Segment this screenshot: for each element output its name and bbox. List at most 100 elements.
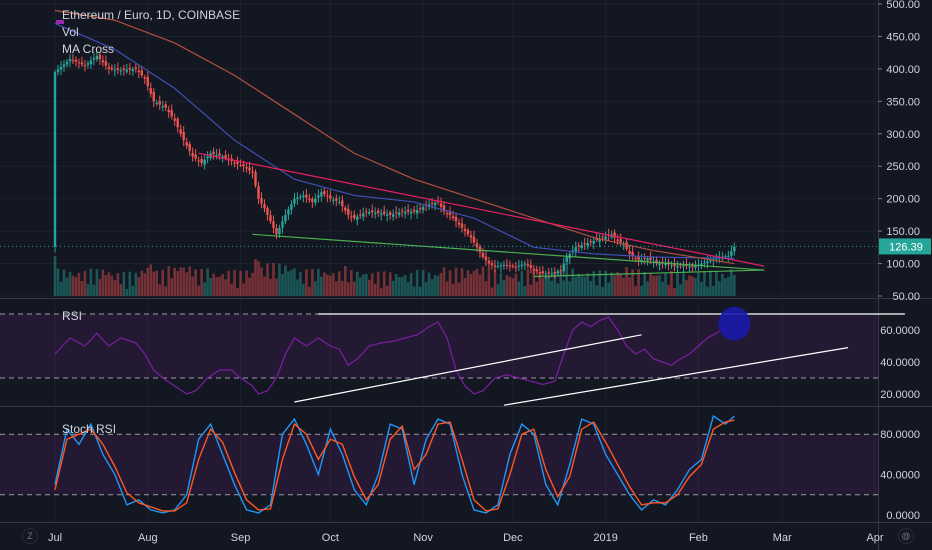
stoch-rsi-pane-label[interactable]: Stoch RSI <box>62 422 117 436</box>
volume-bar <box>260 267 263 296</box>
candle-body <box>332 199 335 201</box>
candle-body <box>562 263 565 272</box>
volume-bar <box>391 280 395 296</box>
candle-body <box>137 70 140 73</box>
candle-body <box>442 205 446 212</box>
candle-body <box>484 256 488 261</box>
volume-bar <box>269 278 272 296</box>
volume-bar <box>206 268 209 296</box>
volume-bar <box>418 286 422 296</box>
candle-body <box>703 262 706 264</box>
volume-bar <box>376 271 380 296</box>
candle-body <box>406 209 410 212</box>
candle-body <box>547 272 550 274</box>
candle-body <box>260 198 263 204</box>
candle-body <box>664 263 667 266</box>
candle-body <box>529 265 533 268</box>
volume-bar <box>448 270 452 296</box>
candle-body <box>383 211 386 214</box>
candle-body <box>116 68 120 70</box>
volume-bar <box>538 272 542 296</box>
volume-bar <box>622 277 625 296</box>
candle-body <box>658 263 661 266</box>
volume-bar <box>343 266 347 296</box>
volume-bar <box>239 270 242 296</box>
volume-bar <box>424 282 428 296</box>
x-tick-label: 2019 <box>593 532 617 544</box>
volume-bar <box>116 273 120 296</box>
candle-body <box>475 243 479 248</box>
candle-body <box>517 265 521 267</box>
volume-bar <box>194 269 197 296</box>
volume-bar <box>484 281 488 296</box>
chart-title[interactable]: Ethereum / Euro, 1D, COINBASE <box>62 8 241 22</box>
volume-bar <box>212 273 215 296</box>
volume-bar <box>152 271 156 296</box>
trendline <box>533 269 765 278</box>
indicator-vol[interactable]: Vol <box>62 25 79 39</box>
candle-body <box>53 72 57 247</box>
candle-body <box>574 247 577 253</box>
volume-bar <box>149 264 153 296</box>
candle-body <box>412 209 416 212</box>
candle-body <box>490 263 494 266</box>
candle-body <box>257 186 260 199</box>
volume-bar <box>290 269 293 296</box>
candle-body <box>628 250 631 254</box>
volume-bar <box>107 272 111 296</box>
candle-body <box>700 263 703 266</box>
volume-bar <box>655 275 658 296</box>
volume-bar <box>667 284 670 296</box>
indicator-ma-cross[interactable]: MA Cross <box>62 42 115 56</box>
volume-bar <box>610 272 613 296</box>
volume-bar <box>466 270 470 296</box>
candle-body <box>176 118 179 128</box>
y-tick-label: 100.00 <box>886 259 920 271</box>
volume-bar <box>349 270 353 296</box>
candle-body <box>344 207 347 211</box>
candle-body <box>655 260 658 264</box>
volume-bar <box>457 282 461 296</box>
candle-body <box>182 131 185 141</box>
candle-body <box>218 153 221 156</box>
zoom-button[interactable]: Z <box>22 528 38 544</box>
volume-bar <box>311 269 314 296</box>
candle-body <box>113 69 117 71</box>
candle-body <box>646 258 649 261</box>
candle-body <box>191 152 194 157</box>
y-tick-label: 350.00 <box>886 96 920 108</box>
volume-bar <box>158 284 162 296</box>
settings-button[interactable]: @ <box>898 528 914 544</box>
candle-body <box>173 118 176 121</box>
candle-body <box>598 238 601 242</box>
volume-bar <box>637 269 640 296</box>
candle-body <box>284 214 287 222</box>
volume-bar <box>113 280 117 296</box>
candle-body <box>233 162 236 164</box>
candle-body <box>350 216 353 218</box>
volume-bar <box>95 269 99 296</box>
candle-body <box>544 273 548 275</box>
candle-body <box>481 252 485 258</box>
candle-body <box>104 61 108 66</box>
volume-bar <box>442 267 446 296</box>
volume-bar <box>323 272 326 296</box>
volume-bar <box>481 266 485 296</box>
candle-body <box>158 101 161 105</box>
candle-body <box>493 265 497 267</box>
candle-body <box>149 88 152 94</box>
candle-body <box>59 66 63 70</box>
rsi-pane-label[interactable]: RSI <box>62 309 83 323</box>
candle-body <box>299 196 302 198</box>
y-tick-label: 50.00 <box>892 291 920 303</box>
volume-bar <box>502 279 506 296</box>
y-tick-label: 450.00 <box>886 31 920 43</box>
volume-bar <box>415 269 419 296</box>
volume-bar <box>724 278 727 296</box>
volume-bar <box>92 284 96 296</box>
candle-body <box>86 63 90 65</box>
candle-body <box>98 54 102 60</box>
volume-bar <box>170 278 174 296</box>
x-tick-label: Oct <box>322 532 339 544</box>
